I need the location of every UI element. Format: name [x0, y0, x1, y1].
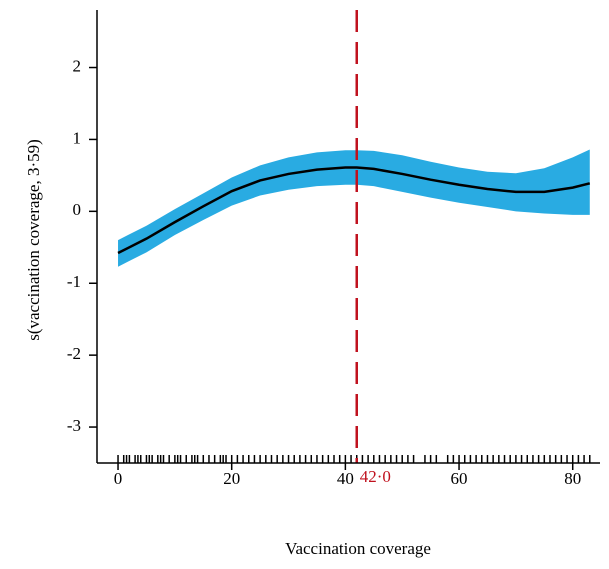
x-tick-label: 40 — [337, 469, 354, 488]
threshold-label: 42·0 — [360, 467, 391, 486]
y-tick-label: -1 — [67, 272, 81, 291]
x-tick-label: 60 — [451, 469, 468, 488]
confidence-band — [118, 149, 590, 267]
fit-line — [117, 166, 591, 255]
y-tick-label: 1 — [73, 128, 82, 147]
x-axis-label: Vaccination coverage — [285, 539, 431, 558]
y-tick-label: 2 — [73, 56, 82, 75]
x-tick-label: 20 — [223, 469, 240, 488]
y-tick-label: 0 — [73, 200, 82, 219]
x-tick-label: 0 — [114, 469, 123, 488]
y-tick-label: -2 — [67, 344, 81, 363]
x-tick-label: 80 — [564, 469, 581, 488]
y-axis-label: s(vaccination coverage, 3·59) — [24, 139, 43, 341]
y-tick-label: -3 — [67, 416, 81, 435]
